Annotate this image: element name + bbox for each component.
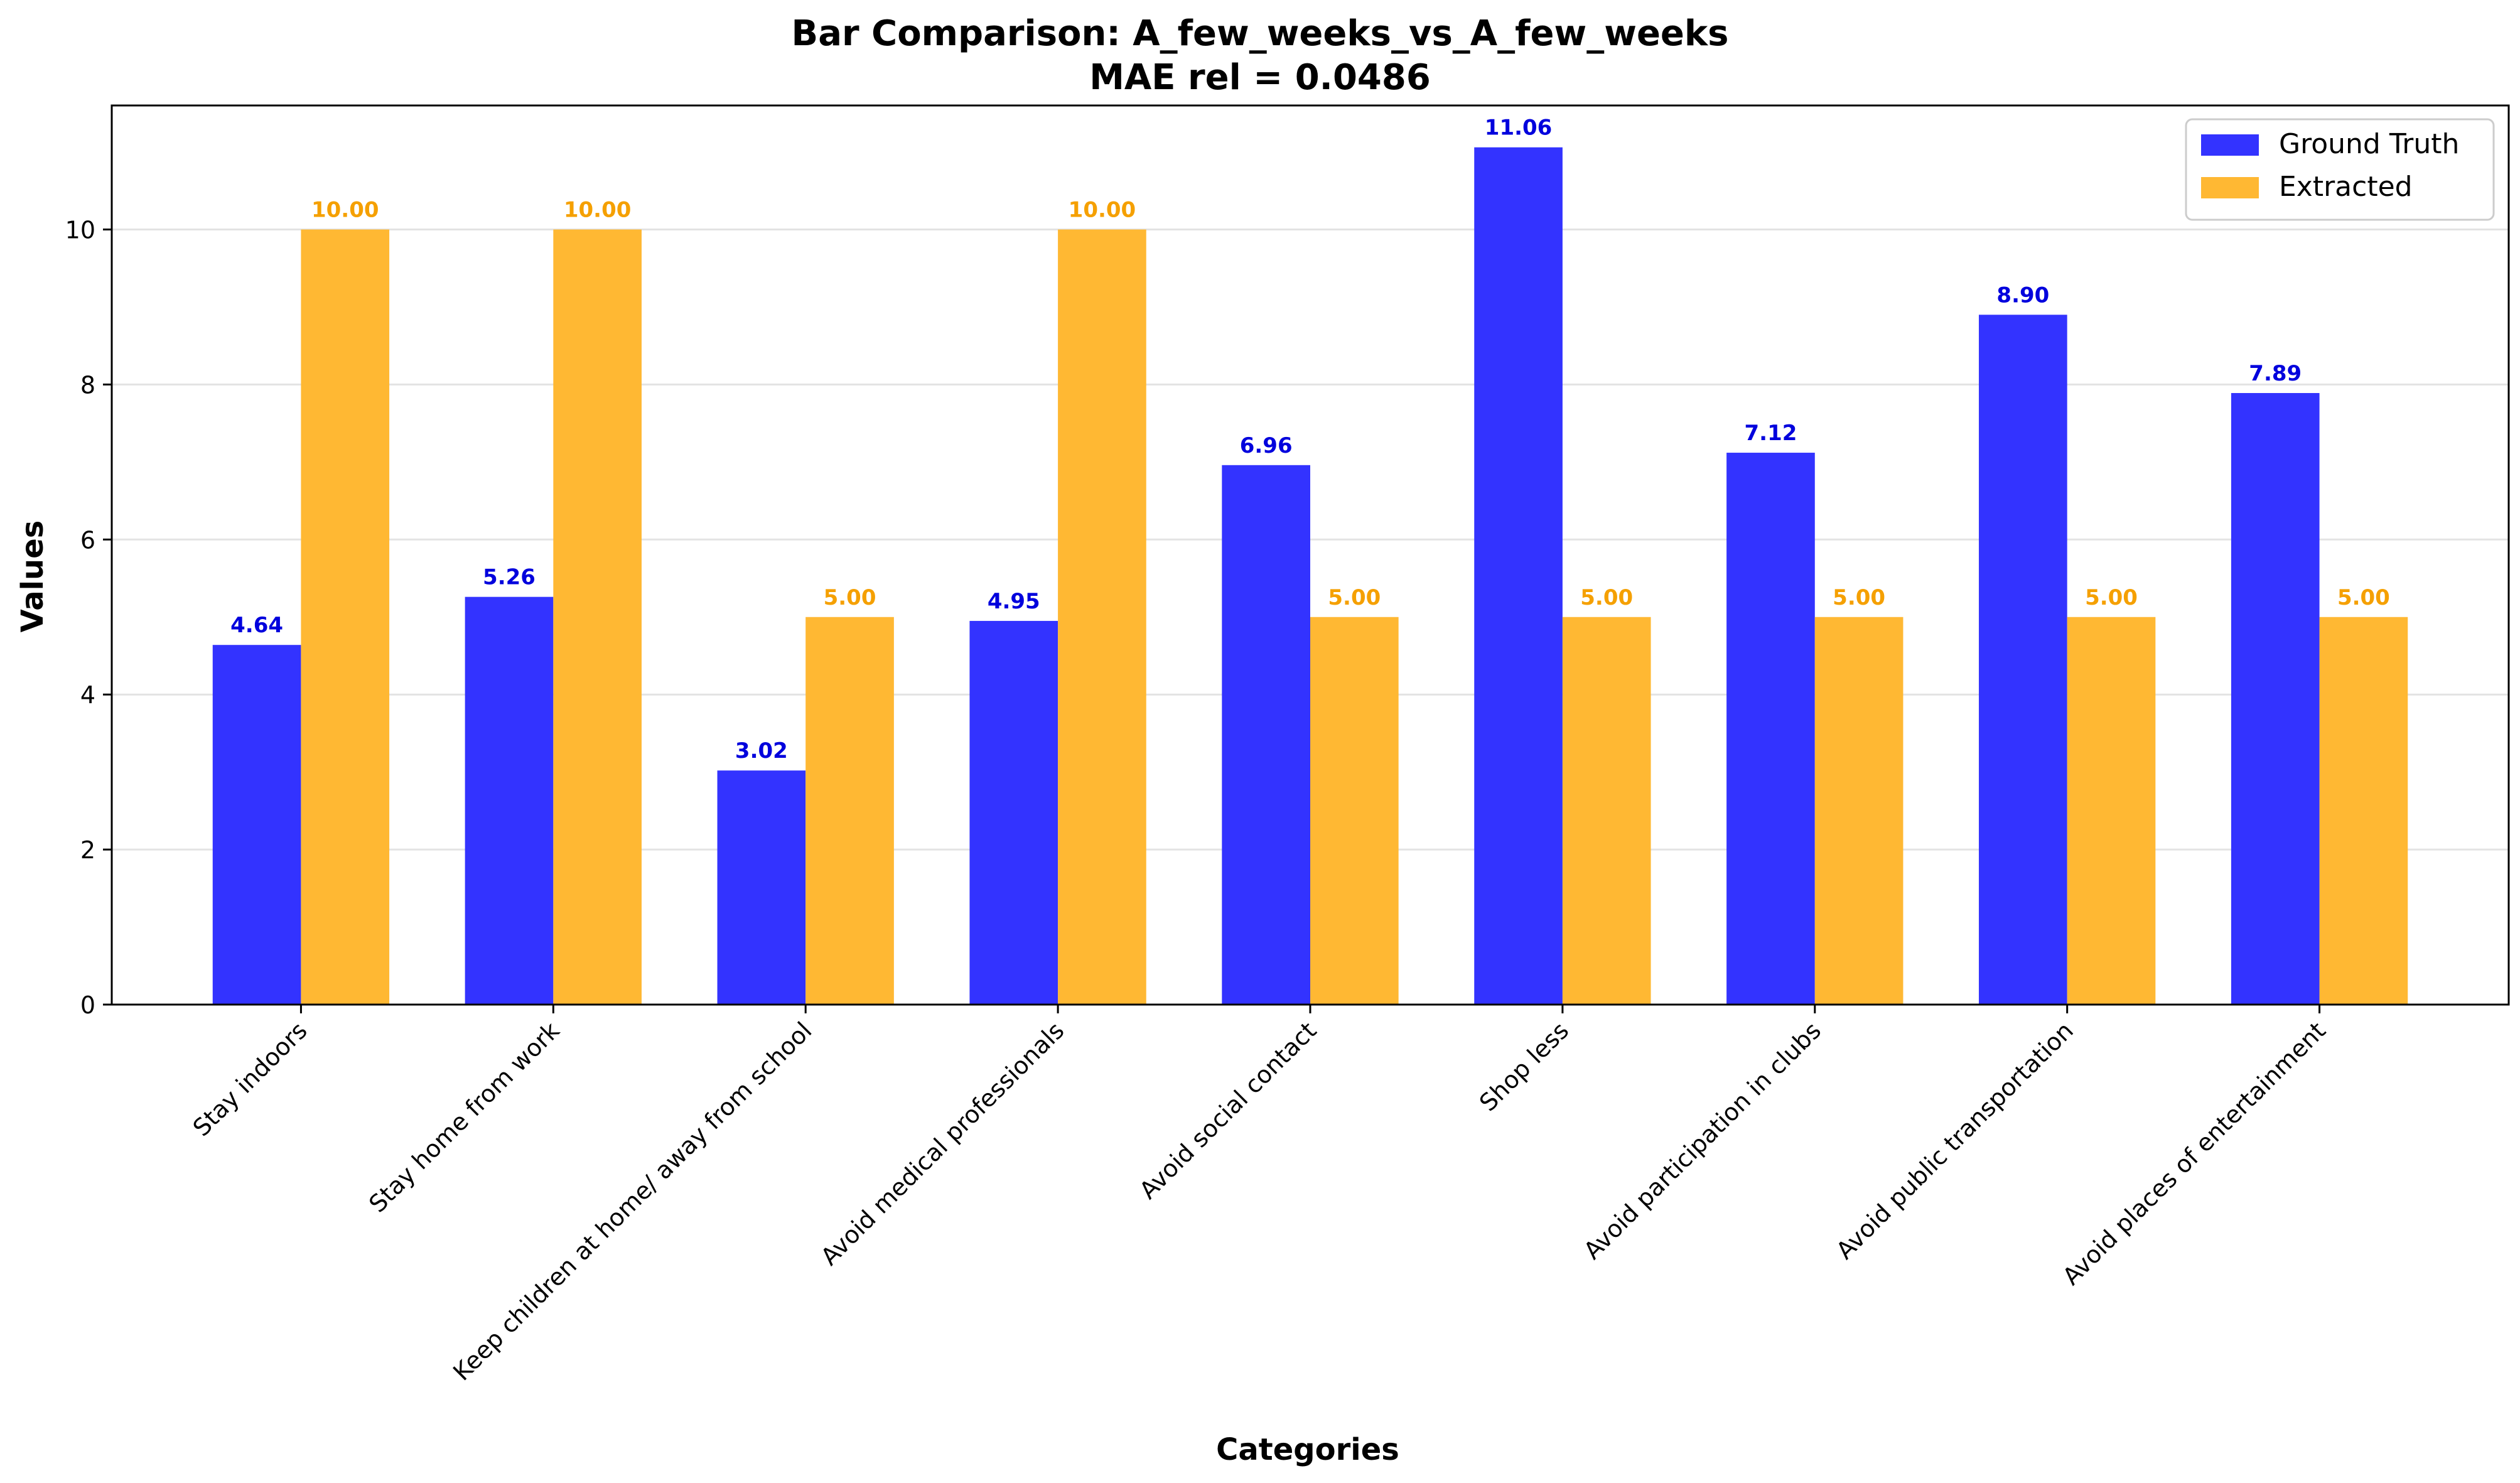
bar-value-label: 8.90: [1996, 283, 2049, 308]
bar-ground-truth: [969, 620, 1058, 1005]
bar-value-label: 5.00: [1328, 585, 1381, 610]
legend-label: Ground Truth: [2279, 128, 2459, 160]
bar-value-label: 10.00: [311, 198, 379, 223]
bar-ground-truth: [1979, 315, 2067, 1005]
chart-subtitle: MAE rel = 0.0486: [1089, 57, 1431, 98]
y-tick-label: 2: [80, 836, 95, 864]
x-tick-label: Avoid participation in clubs: [1578, 1017, 1826, 1265]
bar-value-label: 4.64: [230, 613, 283, 638]
legend-box: [2185, 118, 2495, 221]
y-tick-label: 0: [80, 991, 95, 1019]
legend-label: Extracted: [2279, 171, 2413, 203]
bar-ground-truth: [1222, 465, 1310, 1005]
bar-extracted: [2067, 617, 2156, 1005]
bar-extracted: [1814, 617, 1903, 1005]
x-tick-label: Stay indoors: [188, 1017, 313, 1141]
bar-value-label: 10.00: [1069, 198, 1136, 223]
bar-ground-truth: [212, 645, 301, 1005]
bar-extracted: [1562, 617, 1651, 1005]
x-tick-label: Shop less: [1474, 1017, 1574, 1116]
bar-extracted: [553, 229, 642, 1005]
bar-ground-truth: [1474, 147, 1563, 1005]
y-tick-label: 8: [80, 371, 95, 399]
bar-value-label: 4.95: [988, 589, 1040, 614]
x-tick-label: Avoid medical professionals: [816, 1017, 1070, 1271]
y-tick-label: 4: [80, 681, 95, 709]
bar-extracted: [1310, 617, 1399, 1005]
bar-extracted: [1058, 229, 1146, 1005]
bar-value-label: 11.06: [1485, 116, 1553, 141]
bar-value-label: 7.12: [1745, 421, 1797, 446]
y-axis-label: Values: [15, 520, 50, 633]
y-tick-label: 6: [80, 526, 95, 554]
bar-value-label: 5.00: [1580, 585, 1633, 610]
bar-ground-truth: [465, 596, 554, 1005]
bar-value-label: 5.26: [483, 565, 536, 590]
bar-ground-truth: [1726, 453, 1815, 1005]
legend-swatch: [2201, 134, 2259, 156]
bar-value-label: 5.00: [1833, 585, 1885, 610]
bar-extracted: [301, 229, 390, 1005]
x-tick-label: Avoid places of entertainment: [2057, 1017, 2331, 1290]
x-tick-label: Avoid social contact: [1134, 1017, 1322, 1204]
bar-value-label: 10.00: [564, 198, 632, 223]
bar-value-label: 5.00: [2085, 585, 2138, 610]
plot-area: 4.64 5.26 3.02 4.95 6.96 11.06 7.12 8.90 7.89 10.…: [65, 104, 2510, 1386]
legend-swatch: [2201, 177, 2259, 198]
x-axis-label: Categories: [1216, 1432, 1399, 1467]
bar-value-label: 7.89: [2249, 361, 2302, 386]
bar-value-label: 5.00: [2337, 585, 2390, 610]
bar-ground-truth: [2231, 392, 2320, 1005]
bar-value-label: 6.96: [1240, 433, 1293, 458]
bar-extracted: [2319, 617, 2408, 1005]
x-tick-label: Stay home from work: [363, 1017, 564, 1217]
bar-ground-truth: [717, 770, 806, 1005]
x-tick-label: Avoid public transportation: [1831, 1017, 2079, 1265]
bar-value-label: 3.02: [735, 738, 788, 763]
chart-title: Bar Comparison: A_few_weeks_vs_A_few_wee…: [792, 13, 1729, 54]
bar-extracted: [805, 617, 894, 1005]
y-tick-label: 10: [65, 217, 95, 244]
bar-value-label: 5.00: [824, 585, 876, 610]
